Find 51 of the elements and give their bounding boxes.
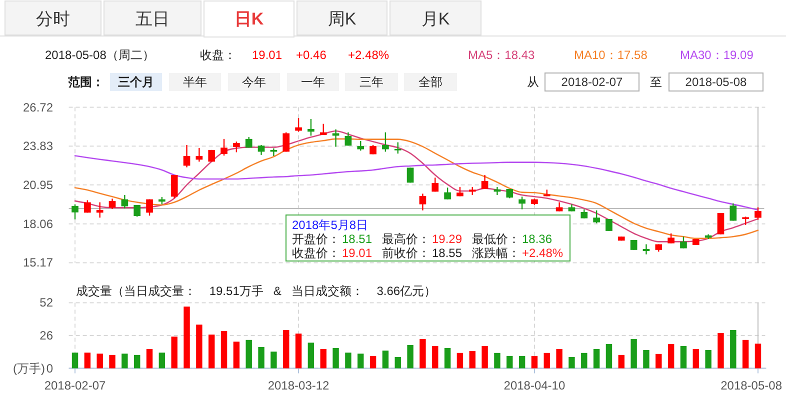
tab: 五日 bbox=[104, 0, 202, 36]
range-button: 一年 bbox=[287, 73, 339, 91]
tab: 日K bbox=[204, 0, 294, 38]
annotation: 最低价： bbox=[472, 232, 520, 246]
range-button: 三个月 bbox=[110, 73, 162, 91]
text: MA5：18.43 bbox=[468, 48, 536, 62]
y-tick-label: 23.83 bbox=[22, 139, 54, 154]
annotation: 最高价： bbox=[382, 232, 430, 246]
text: 范围： bbox=[67, 75, 104, 89]
y-tick-label: 20.95 bbox=[22, 178, 54, 192]
text: MA30：19.09 bbox=[680, 48, 754, 62]
annotation: 18.55 bbox=[432, 246, 462, 260]
annotation: 2018年5月8日 bbox=[292, 218, 368, 232]
x-tick-label: 2018-02-07 bbox=[44, 378, 106, 392]
annotation: +2.48% bbox=[522, 246, 564, 260]
annotation: 收盘价： bbox=[292, 246, 340, 260]
text: 从 bbox=[527, 75, 539, 89]
annotation: 前收价： bbox=[382, 246, 430, 260]
y-tick-label: 26.72 bbox=[22, 100, 54, 114]
text: 2018-05-08（周二） bbox=[45, 48, 154, 62]
range-button: 全部 bbox=[404, 73, 457, 91]
tab: 月K bbox=[390, 0, 482, 36]
annotation: 19.29 bbox=[432, 232, 462, 246]
range-button: 三年 bbox=[345, 73, 398, 91]
x-tick-label: 2018-05-08 bbox=[720, 378, 782, 392]
date-field: 2018-02-07 bbox=[544, 72, 640, 92]
text: MA10：17.58 bbox=[574, 48, 648, 62]
y-tick-label: 18.06 bbox=[22, 216, 54, 231]
y-tick-label: 52 bbox=[40, 296, 54, 310]
range-button: 今年 bbox=[228, 73, 280, 91]
text: +2.48% bbox=[348, 48, 390, 62]
y-axis-title: (万手) bbox=[13, 361, 45, 376]
tab: 分时 bbox=[4, 0, 102, 36]
range-button: 半年 bbox=[169, 73, 221, 91]
annotation: 涨跌幅： bbox=[472, 246, 520, 260]
y-tick-label: 26 bbox=[40, 328, 54, 342]
x-tick-label: 2018-04-10 bbox=[504, 378, 566, 392]
y-tick-label: 15.17 bbox=[22, 256, 54, 270]
annotation: 19.01 bbox=[342, 246, 372, 260]
text: 至 bbox=[650, 75, 662, 89]
y-tick-label: 0 bbox=[46, 361, 54, 376]
chart-title: 成交量（当日成交量： 19.51万手 & 当日成交额： 3.66亿元） bbox=[76, 284, 436, 298]
text: 收盘： bbox=[200, 48, 236, 62]
text: +0.46 bbox=[296, 48, 327, 62]
text: 19.01 bbox=[252, 48, 282, 62]
tab: 周K bbox=[296, 0, 388, 36]
date-field: 2018-05-08 bbox=[668, 72, 764, 92]
x-tick-label: 2018-03-12 bbox=[268, 378, 330, 392]
annotation: 18.36 bbox=[522, 232, 552, 246]
annotation: 开盘价： bbox=[292, 232, 340, 246]
annotation: 18.51 bbox=[342, 232, 372, 246]
